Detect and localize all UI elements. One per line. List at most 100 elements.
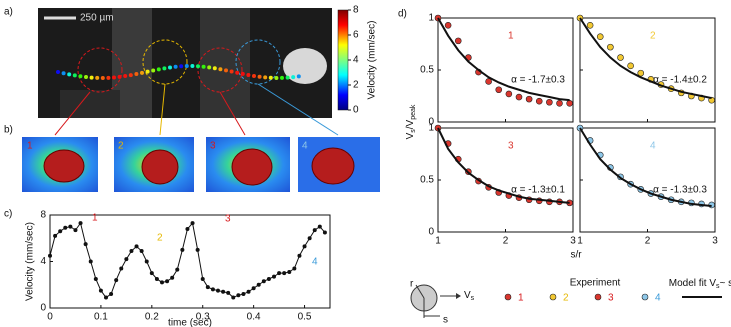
trail-dot (151, 68, 156, 73)
trail-dot (95, 75, 100, 80)
label-part: s (716, 283, 720, 290)
trail-dot (291, 75, 296, 80)
trail-dot (106, 75, 111, 80)
x-tick-label: 0.1 (94, 312, 108, 323)
annotation: α = -1.7±0.3 (511, 75, 565, 86)
data-point (185, 226, 190, 231)
data-point (93, 276, 98, 281)
trail-dot (212, 66, 217, 71)
trail-dot (134, 72, 139, 77)
trail-dot (268, 75, 273, 80)
flow-field (22, 137, 380, 192)
diagram-label: Vs (464, 290, 475, 302)
diagram-label: s (443, 315, 448, 326)
data-point (277, 271, 282, 276)
data-point (53, 233, 58, 238)
colorbar-tick-label: 4 (353, 55, 359, 66)
data-point (154, 276, 159, 281)
data-point (236, 293, 241, 298)
data-point (175, 267, 180, 272)
trail-dot (184, 64, 189, 69)
data-point (48, 253, 52, 258)
trail-dot (117, 74, 122, 79)
region-circle (197, 47, 243, 93)
data-point (317, 224, 322, 229)
y-tick-label: 8 (40, 210, 46, 221)
data-point (525, 95, 533, 103)
trail-dot (201, 64, 206, 69)
plot-frame (579, 127, 716, 233)
legend-dot (594, 293, 602, 301)
data-point (139, 249, 144, 254)
panel-letter: d) (398, 9, 407, 20)
x-tick-label: 1 (435, 236, 441, 247)
region-circle (142, 39, 188, 85)
trail-dot (128, 73, 133, 78)
data-point (144, 259, 149, 264)
plot-frame (437, 127, 574, 233)
data-point (627, 62, 634, 70)
data-point (160, 280, 164, 285)
trail-dot (156, 67, 161, 72)
trail-dot (72, 73, 77, 78)
colorbar-tick-label: 6 (353, 30, 359, 41)
legend-label: 2 (563, 293, 569, 304)
data-point (200, 276, 205, 281)
trail-dot (78, 74, 83, 79)
y-tick-label: 0.5 (420, 65, 434, 76)
y-tick-label: 0 (428, 117, 434, 128)
y-tick-label: 0 (40, 303, 46, 314)
data-point (83, 242, 88, 247)
trail-dot (257, 74, 262, 79)
trail (56, 64, 301, 80)
trail-dot (218, 67, 223, 72)
x-tick-label: 0.2 (145, 312, 159, 323)
data-point (485, 78, 492, 85)
data-point (312, 228, 317, 233)
cell (141, 149, 179, 185)
data-point (195, 247, 200, 252)
trail-dot (145, 69, 150, 74)
label-part: peak (410, 104, 417, 120)
y-tick-label: 0.5 (420, 175, 434, 186)
data-point (322, 230, 327, 235)
connector (54, 91, 91, 136)
trail-dot (285, 75, 290, 80)
data-point (149, 271, 154, 276)
data-point (170, 275, 175, 280)
data-point (495, 86, 503, 94)
colorbar-tick-label: 0 (353, 105, 359, 116)
panel-letter: c) (4, 209, 12, 220)
data-point (637, 69, 645, 77)
legend-dot (549, 293, 557, 301)
trail-dot (100, 75, 105, 80)
label-part: ~ s (720, 278, 731, 289)
data-point (505, 90, 513, 98)
chart-title: 4 (650, 141, 656, 152)
data-point (226, 290, 231, 295)
trail-dot (67, 72, 72, 77)
x-tick-label: 0 (47, 312, 53, 323)
label-part: V (464, 290, 471, 301)
trail-dot (246, 72, 251, 77)
trail-dot (240, 71, 245, 76)
annotation: 4 (312, 257, 318, 268)
data-point (205, 285, 210, 290)
label-part: V (405, 132, 416, 139)
data-point (617, 54, 624, 61)
y-tick-label: 1 (428, 13, 434, 24)
trail-dot (56, 70, 60, 74)
y-tick-label: 1 (428, 123, 434, 134)
data-point (287, 269, 292, 274)
data-point (165, 279, 170, 284)
trail-dot (168, 65, 172, 70)
x-tick-label: 2 (503, 236, 509, 247)
trail-dot (84, 75, 88, 80)
trail-dot (252, 73, 256, 78)
x-tick-label: 3 (712, 236, 718, 247)
data-point (190, 221, 195, 226)
y-axis-label: Vs/Vpeak (405, 104, 417, 139)
bright-spot (283, 48, 327, 84)
data-point (546, 98, 553, 106)
chart-title: 1 (508, 31, 514, 42)
